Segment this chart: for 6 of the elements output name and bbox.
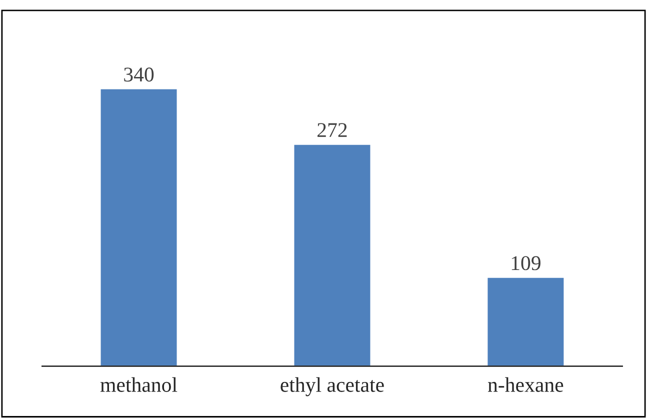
x-tick-label: ethyl acetate — [280, 377, 384, 396]
data-label: 340 — [124, 68, 154, 82]
data-label: 109 — [512, 256, 540, 270]
x-tick-label: methanol — [100, 377, 178, 392]
x-tick-label: n-hexane — [488, 377, 564, 392]
data-label: 272 — [318, 123, 347, 137]
